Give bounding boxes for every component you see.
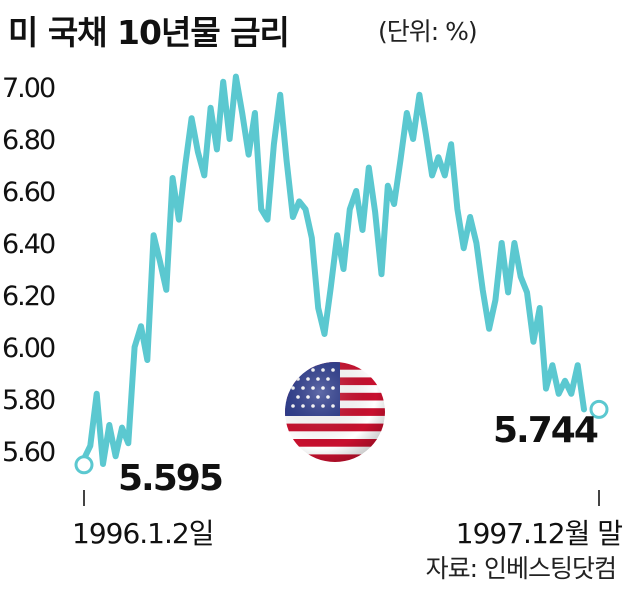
us-flag-icon — [285, 362, 385, 462]
y-tick-label: 6.80 — [2, 125, 55, 156]
y-tick-label: 6.00 — [2, 333, 55, 364]
y-tick-label: 6.60 — [2, 177, 55, 208]
unit-label: (단위: %) — [378, 17, 478, 46]
end-point-marker — [589, 399, 609, 419]
start-point-marker — [74, 455, 94, 475]
y-tick-label: 6.40 — [2, 229, 55, 260]
series-line — [81, 73, 587, 467]
x-label-end: 1997.12월 말 — [456, 517, 622, 550]
start-value-label: 5.595 — [118, 458, 222, 499]
chart-title: 미 국채 10년물 금리 — [8, 13, 290, 52]
y-axis-ticks: 5.60 5.80 6.00 6.20 6.40 6.60 6.80 7.00 — [2, 73, 57, 468]
end-value-label: 5.744 — [493, 410, 598, 451]
source-label: 자료: 인베스팅닷컴 — [425, 554, 617, 583]
y-tick-label: 5.80 — [2, 385, 55, 416]
x-label-start: 1996.1.2일 — [72, 517, 213, 550]
y-tick-label: 7.00 — [2, 73, 55, 104]
y-tick-label: 5.60 — [2, 437, 55, 468]
y-tick-label: 6.20 — [2, 281, 55, 312]
